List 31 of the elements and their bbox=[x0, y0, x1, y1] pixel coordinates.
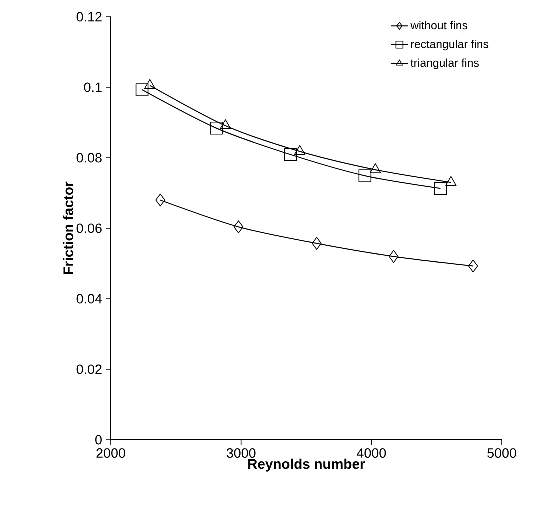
point bbox=[136, 84, 149, 96]
point bbox=[210, 122, 223, 135]
point bbox=[388, 250, 399, 264]
y-tick-label: 0.06 bbox=[76, 224, 102, 234]
point bbox=[446, 176, 457, 186]
y-tick-label: 0.08 bbox=[76, 153, 102, 163]
y-axis-title: Friction factor bbox=[63, 182, 74, 274]
y-tick-label: 0.12 bbox=[76, 12, 102, 22]
y-tick-label: 0.02 bbox=[76, 364, 102, 374]
point bbox=[234, 220, 244, 234]
point bbox=[434, 182, 448, 196]
point bbox=[468, 260, 478, 273]
x-tick-label: 4000 bbox=[357, 448, 386, 458]
legend-label: rectangular fins bbox=[411, 40, 489, 51]
x-tick-label: 3000 bbox=[226, 448, 256, 458]
point bbox=[220, 120, 232, 130]
y-tick-label: 0.1 bbox=[84, 82, 102, 92]
point bbox=[156, 194, 166, 207]
x-axis-title: Reynolds number bbox=[248, 458, 366, 472]
point bbox=[294, 145, 306, 156]
y-tick-label: 0.04 bbox=[76, 294, 102, 304]
point bbox=[358, 170, 372, 182]
point bbox=[370, 164, 382, 174]
point bbox=[144, 79, 156, 90]
y-tick-label: 0 bbox=[96, 435, 102, 445]
legend-label: without fins bbox=[410, 21, 468, 30]
point bbox=[312, 237, 322, 250]
x-tick-label: 5000 bbox=[488, 448, 516, 458]
x-tick-label: 2000 bbox=[96, 448, 126, 458]
point bbox=[284, 148, 298, 162]
legend-label: triangular fins bbox=[410, 58, 480, 70]
